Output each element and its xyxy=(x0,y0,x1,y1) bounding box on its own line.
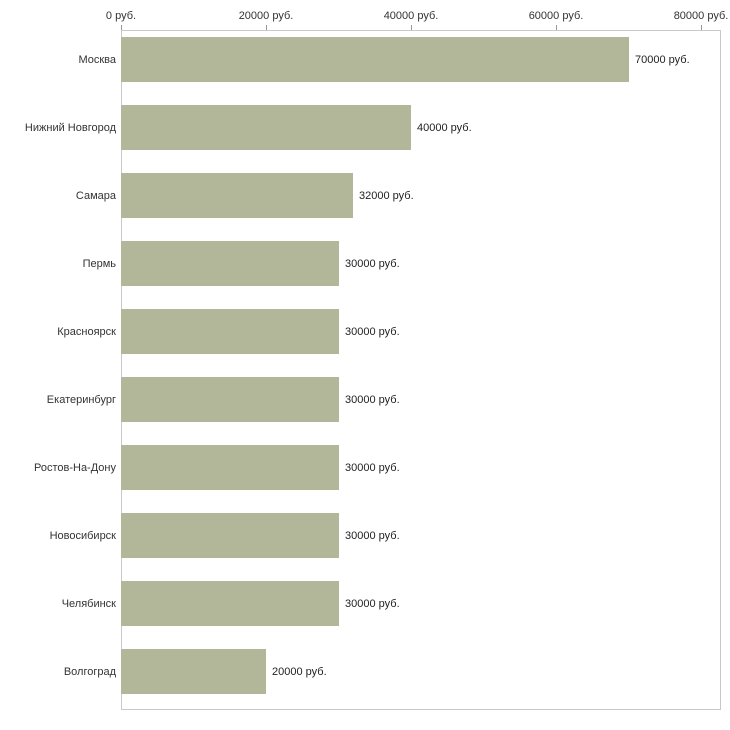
value-label: 40000 руб. xyxy=(417,121,472,134)
bar-row: Пермь 30000 руб. xyxy=(0,234,730,302)
bar-row: Москва 70000 руб. xyxy=(0,30,730,98)
bar xyxy=(121,377,339,422)
bar xyxy=(121,649,266,694)
bar-row: Нижний Новгород 40000 руб. xyxy=(0,98,730,166)
value-label: 70000 руб. xyxy=(635,53,690,66)
value-label: 30000 руб. xyxy=(345,597,400,610)
x-tick-mark xyxy=(556,25,557,30)
bar xyxy=(121,445,339,490)
x-tick-mark xyxy=(701,25,702,30)
bar-row: Волгоград 20000 руб. xyxy=(0,642,730,710)
category-label: Челябинск xyxy=(61,597,116,610)
x-tick-label: 20000 руб. xyxy=(238,10,294,22)
bar xyxy=(121,513,339,558)
category-label: Волгоград xyxy=(63,665,116,678)
x-axis: 0 руб. 20000 руб. 40000 руб. 60000 руб. 8000… xyxy=(0,0,730,30)
bar xyxy=(121,37,629,82)
x-tick-label: 60000 руб. xyxy=(528,10,584,22)
x-tick-label: 40000 руб. xyxy=(383,10,439,22)
bar xyxy=(121,105,411,150)
value-label: 20000 руб. xyxy=(272,665,327,678)
value-label: 30000 руб. xyxy=(345,325,400,338)
category-label: Нижний Новгород xyxy=(24,121,116,134)
x-tick-mark xyxy=(121,25,122,30)
value-label: 30000 руб. xyxy=(345,257,400,270)
category-label: Екатеринбург xyxy=(46,393,116,406)
bar-row: Челябинск 30000 руб. xyxy=(0,574,730,642)
bar-row: Новосибирск 30000 руб. xyxy=(0,506,730,574)
value-label: 30000 руб. xyxy=(345,529,400,542)
x-tick-mark xyxy=(266,25,267,30)
x-tick-label: 0 руб. xyxy=(105,10,137,22)
plot-area xyxy=(121,30,721,710)
bar-row: Самара 32000 руб. xyxy=(0,166,730,234)
x-tick-mark xyxy=(411,25,412,30)
value-label: 30000 руб. xyxy=(345,393,400,406)
bar xyxy=(121,241,339,286)
bar xyxy=(121,581,339,626)
x-tick-label: 80000 руб. xyxy=(673,10,729,22)
category-label: Самара xyxy=(75,189,116,202)
category-label: Москва xyxy=(78,53,116,66)
category-label: Красноярск xyxy=(57,325,116,338)
category-label: Новосибирск xyxy=(49,529,116,542)
bar-row: Красноярск 30000 руб. xyxy=(0,302,730,370)
bar-row: Екатеринбург 30000 руб. xyxy=(0,370,730,438)
bar xyxy=(121,173,353,218)
category-label: Пермь xyxy=(82,257,116,270)
value-label: 30000 руб. xyxy=(345,461,400,474)
bar xyxy=(121,309,339,354)
category-label: Ростов-На-Дону xyxy=(33,461,116,474)
value-label: 32000 руб. xyxy=(359,189,414,202)
bar-row: Ростов-На-Дону 30000 руб. xyxy=(0,438,730,506)
